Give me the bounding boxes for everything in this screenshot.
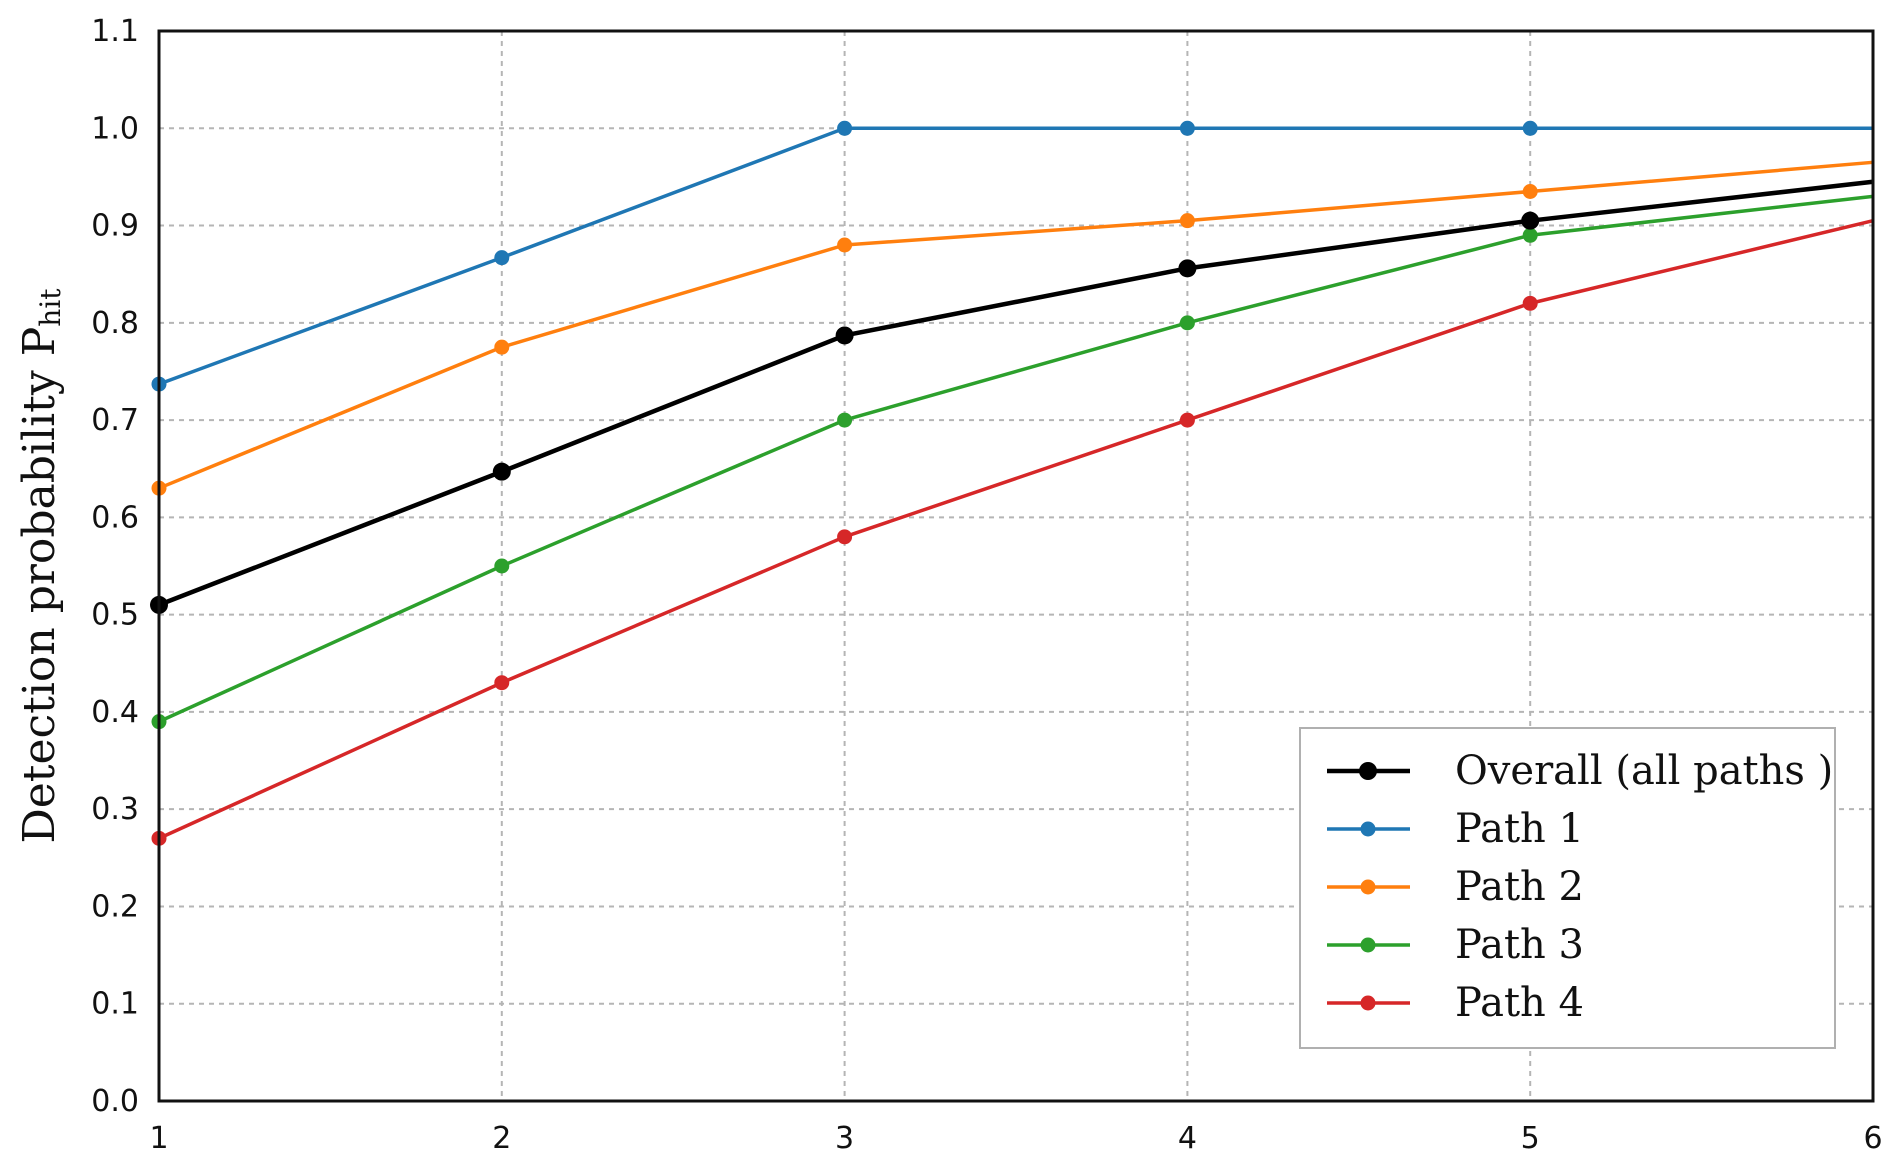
- series-line: [158, 160, 1874, 490]
- series-line: [158, 194, 1874, 724]
- series-path-3: [151, 194, 1874, 730]
- data-point: [1179, 120, 1195, 136]
- tick-labels: 0.0 0.1 0.2 0.3 0.4 0.5 0.6 0.7 0.8 0.9 1.0 1.1 1 2 3 4…: [91, 14, 1882, 1156]
- legend-entries: Overall (all paths ) Path 1 Path 2 Path 3 Pa…: [1327, 748, 1833, 1026]
- data-point: [837, 237, 853, 253]
- legend-label: Path 2: [1455, 864, 1584, 910]
- data-point: [837, 412, 853, 428]
- data-point: [494, 339, 510, 355]
- y-tick-label: 0.5: [91, 598, 139, 633]
- y-axis-label: Detection probability Phit: [14, 288, 67, 844]
- data-point: [1179, 412, 1195, 428]
- y-tick-label: 0.3: [91, 792, 139, 827]
- series-line: [158, 126, 1873, 386]
- series-line: [158, 218, 1874, 840]
- x-tick-label: 3: [835, 1121, 854, 1156]
- legend-entry: Path 2: [1327, 864, 1584, 910]
- legend-marker: [1360, 995, 1376, 1011]
- legend-entry: Path 1: [1327, 806, 1584, 852]
- data-point: [1521, 211, 1540, 230]
- data-point: [837, 529, 853, 545]
- legend-label: Path 1: [1455, 806, 1584, 852]
- data-point: [1522, 120, 1538, 136]
- data-point: [494, 558, 510, 574]
- y-tick-label: 1.1: [91, 14, 139, 49]
- x-tick-label: 6: [1863, 1121, 1882, 1156]
- series-path-4: [151, 218, 1874, 846]
- y-tick-label: 0.2: [91, 889, 139, 924]
- legend-entry: Path 3: [1327, 922, 1584, 968]
- data-point: [835, 326, 854, 345]
- series-path-2: [151, 160, 1874, 496]
- legend-marker: [1359, 762, 1377, 780]
- legend-marker: [1360, 879, 1376, 895]
- data-point: [494, 675, 510, 691]
- data-point: [837, 120, 853, 136]
- y-tick-label: 0.7: [91, 403, 139, 438]
- y-tick-label: 0.1: [91, 987, 139, 1022]
- x-tick-label: 2: [492, 1121, 511, 1156]
- y-tick-label: 0.4: [91, 695, 139, 730]
- data-point: [1522, 184, 1538, 199]
- legend-label: Overall (all paths ): [1455, 748, 1833, 794]
- x-tick-label: 4: [1178, 1121, 1197, 1156]
- legend-label: Path 3: [1455, 922, 1584, 968]
- x-tick-label: 1: [149, 1121, 168, 1156]
- y-tick-label: 0.9: [91, 209, 139, 244]
- data-point: [1178, 259, 1197, 278]
- data-point: [1522, 227, 1538, 243]
- series-line: [158, 179, 1874, 608]
- y-axis-label-main: Detection probability P: [14, 327, 65, 844]
- series-overall: [150, 179, 1874, 614]
- plot-frame: [157, 29, 1875, 1103]
- data-point: [492, 462, 511, 481]
- legend-entry: Overall (all paths ): [1327, 748, 1833, 794]
- data-point: [1179, 315, 1195, 331]
- data-point: [1179, 213, 1195, 229]
- y-tick-label: 1.0: [91, 111, 139, 146]
- legend: Overall (all paths ) Path 1 Path 2 Path 3 Pa…: [1299, 727, 1836, 1049]
- y-tick-label: 0.6: [91, 500, 139, 535]
- y-axis-label-subscript: hit: [34, 288, 67, 327]
- series-path-1: [151, 120, 1873, 392]
- legend-label: Path 4: [1455, 980, 1584, 1026]
- legend-entry: Path 4: [1327, 980, 1584, 1026]
- series-layer: [150, 120, 1874, 846]
- legend-marker: [1360, 821, 1376, 837]
- data-point: [494, 250, 510, 266]
- legend-marker: [1360, 937, 1376, 953]
- y-tick-label: 0.8: [91, 306, 139, 341]
- x-tick-label: 5: [1521, 1121, 1540, 1156]
- data-point: [1522, 295, 1538, 311]
- y-tick-label: 0.0: [91, 1084, 139, 1119]
